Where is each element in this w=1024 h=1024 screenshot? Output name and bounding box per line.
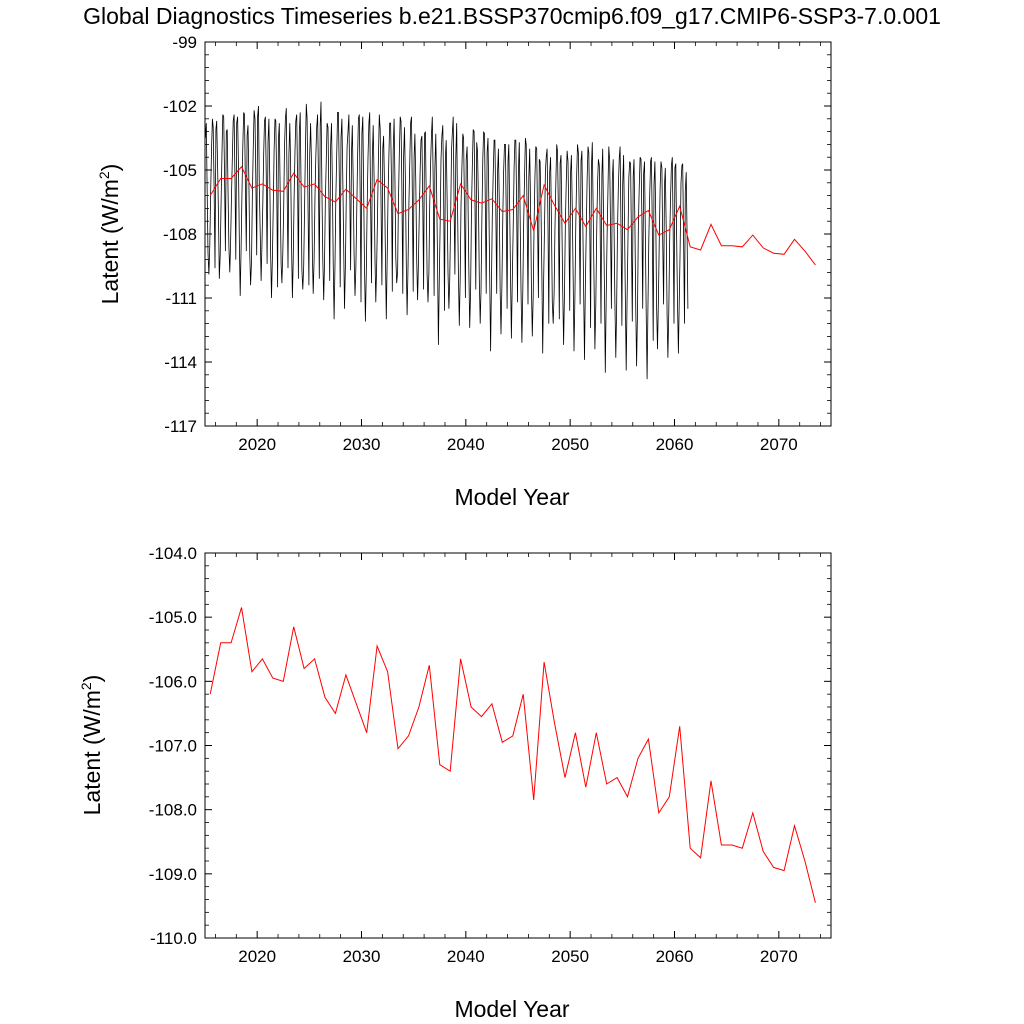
top-series-monthly-line	[205, 101, 689, 380]
bottom-ytick-label--104.0: -104.0	[149, 544, 197, 563]
top-panel: 2020 2030 2040 2050 2060 2070 -99 -102 -105 -108 -…	[96, 33, 832, 510]
top-ytick-label--102: -102	[163, 97, 197, 116]
top-ticks: 2020 2030 2040 2050 2060 2070 -99 -102 -105 -108 -…	[163, 33, 831, 454]
bottom-xtick-label-2070: 2070	[760, 947, 798, 966]
top-ytick-label--111: -111	[165, 289, 197, 308]
bottom-xtick-label-2030: 2030	[343, 947, 381, 966]
top-ytick-label--114: -114	[164, 353, 197, 372]
top-ytick-label--99: -99	[172, 33, 197, 52]
bottom-xtick-label-2040: 2040	[447, 947, 485, 966]
top-ytick-label--105: -105	[163, 161, 197, 180]
bottom-ytick-label--108.0: -108.0	[149, 801, 197, 820]
top-series-annual-line	[209, 165, 816, 266]
top-ytick-label--108: -108	[163, 225, 197, 244]
top-plot-content	[205, 101, 816, 380]
top-yaxis-label: Latent (W/m2)	[96, 164, 123, 305]
bottom-xtick-label-2020: 2020	[238, 947, 276, 966]
bottom-xtick-label-2060: 2060	[656, 947, 694, 966]
top-xtick-label-2040: 2040	[447, 435, 485, 454]
top-xtick-label-2050: 2050	[551, 435, 589, 454]
bottom-ytick-label--105.0: -105.0	[149, 608, 197, 627]
bottom-plot-content	[209, 607, 816, 903]
figure-title: Global Diagnostics Timeseries b.e21.BSSP…	[83, 3, 941, 29]
top-xtick-label-2030: 2030	[343, 435, 381, 454]
bottom-ytick-label--107.0: -107.0	[149, 737, 197, 756]
bottom-ytick-label--106.0: -106.0	[149, 672, 197, 691]
top-xtick-label-2060: 2060	[656, 435, 694, 454]
top-xtick-label-2020: 2020	[238, 435, 276, 454]
bottom-ytick-label--109.0: -109.0	[149, 865, 197, 884]
top-xaxis-label: Model Year	[454, 484, 569, 510]
bottom-panel: 2020 2030 2040 2050 2060 2070 -104.0 -105.0 -106…	[78, 544, 832, 1022]
bottom-xtick-label-2050: 2050	[551, 947, 589, 966]
top-ytick-label--117: -117	[164, 417, 197, 436]
bottom-yaxis-label: Latent (W/m2)	[78, 675, 105, 816]
bottom-plot-frame	[204, 552, 832, 939]
bottom-ticks: 2020 2030 2040 2050 2060 2070 -104.0 -105.0 -106…	[149, 544, 831, 966]
bottom-series-annual-line	[209, 607, 816, 903]
top-xtick-label-2070: 2070	[760, 435, 798, 454]
bottom-ytick-label--110.0: -110.0	[150, 929, 197, 948]
bottom-xaxis-label: Model Year	[454, 996, 569, 1022]
